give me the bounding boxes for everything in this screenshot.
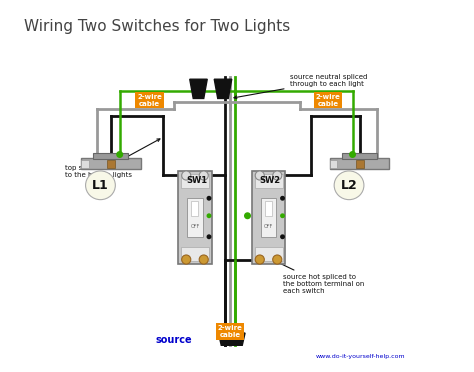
Bar	[93, 153, 128, 159]
Bar	[255, 174, 283, 188]
Text: www.do-it-yourself-help.com: www.do-it-yourself-help.com	[315, 354, 405, 359]
FancyBboxPatch shape	[178, 171, 212, 264]
Circle shape	[182, 171, 191, 180]
Circle shape	[273, 255, 282, 264]
Bar	[330, 160, 337, 168]
Text: source neutral spliced
through to each light: source neutral spliced through to each l…	[234, 74, 367, 99]
Text: OFF: OFF	[264, 224, 273, 229]
Circle shape	[280, 213, 285, 218]
Circle shape	[207, 196, 211, 201]
Ellipse shape	[334, 171, 364, 200]
Ellipse shape	[86, 171, 115, 200]
Bar	[81, 158, 141, 169]
Text: top switch terminal
to the hot on lights: top switch terminal to the hot on lights	[65, 139, 160, 179]
Circle shape	[199, 255, 208, 264]
Circle shape	[280, 234, 285, 239]
Bar	[265, 201, 272, 216]
Text: SW1: SW1	[186, 176, 207, 185]
Bar	[342, 153, 377, 159]
Circle shape	[182, 255, 191, 264]
Text: source: source	[155, 335, 192, 345]
Circle shape	[255, 255, 264, 264]
Text: source hot spliced to
the bottom terminal on
each switch: source hot spliced to the bottom termina…	[276, 261, 364, 294]
Bar	[255, 247, 283, 260]
Circle shape	[207, 213, 211, 218]
Bar	[261, 198, 276, 237]
Text: 2-wire
cable: 2-wire cable	[218, 325, 242, 338]
Bar	[191, 201, 199, 216]
Bar	[330, 158, 389, 169]
Bar	[356, 160, 364, 168]
Text: 2-wire
cable: 2-wire cable	[137, 94, 162, 107]
Bar	[187, 198, 203, 237]
Circle shape	[199, 171, 208, 180]
Polygon shape	[219, 333, 245, 345]
Circle shape	[255, 171, 264, 180]
Circle shape	[280, 196, 285, 201]
Text: Wiring Two Switches for Two Lights: Wiring Two Switches for Two Lights	[24, 19, 290, 33]
Bar	[181, 247, 209, 260]
Polygon shape	[190, 79, 207, 99]
Text: OFF: OFF	[191, 224, 200, 229]
Text: 2-wire
cable: 2-wire cable	[316, 94, 340, 107]
Circle shape	[273, 171, 282, 180]
Circle shape	[207, 234, 211, 239]
Text: L2: L2	[341, 179, 357, 192]
Bar	[81, 160, 89, 168]
Text: L1: L1	[92, 179, 109, 192]
Circle shape	[349, 151, 356, 158]
FancyBboxPatch shape	[252, 171, 285, 264]
Bar	[181, 174, 209, 188]
Polygon shape	[214, 79, 232, 99]
Circle shape	[244, 212, 251, 219]
Bar	[108, 160, 115, 168]
Circle shape	[116, 151, 123, 158]
Text: SW2: SW2	[260, 176, 281, 185]
